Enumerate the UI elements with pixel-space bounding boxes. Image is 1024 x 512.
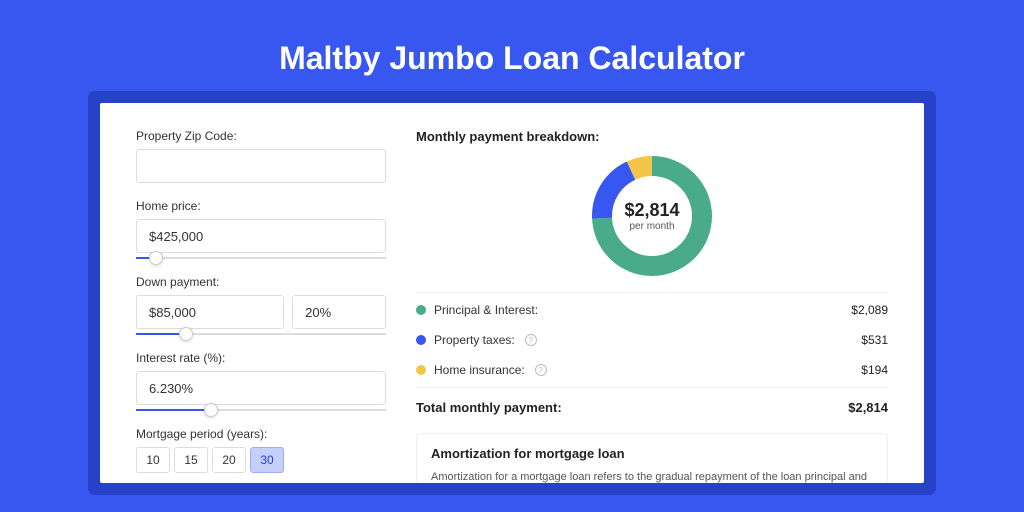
total-value: $2,814 [848,400,888,415]
dot-insurance-icon [416,365,426,375]
interest-rate-slider-thumb[interactable] [204,403,218,417]
legend-value-principal: $2,089 [851,303,888,317]
field-down-payment: Down payment: [136,275,386,329]
mortgage-period-options: 10 15 20 30 [136,447,386,473]
legend-label-insurance: Home insurance: [434,363,525,377]
down-payment-percent-input[interactable] [292,295,386,329]
interest-rate-label: Interest rate (%): [136,351,386,365]
home-price-label: Home price: [136,199,386,213]
period-btn-10[interactable]: 10 [136,447,170,473]
mortgage-period-label: Mortgage period (years): [136,427,386,441]
donut-center: $2,814 per month [590,154,714,278]
field-interest-rate: Interest rate (%): [136,351,386,405]
donut-sub: per month [629,221,674,232]
total-row: Total monthly payment: $2,814 [416,390,888,429]
period-btn-30[interactable]: 30 [250,447,284,473]
field-zip: Property Zip Code: [136,129,386,183]
donut-chart: $2,814 per month [416,154,888,278]
form-panel: Property Zip Code: Home price: Down paym… [136,129,386,483]
down-payment-label: Down payment: [136,275,386,289]
legend-value-insurance: $194 [861,363,888,377]
total-label: Total monthly payment: [416,400,562,415]
legend-label-principal: Principal & Interest: [434,303,538,317]
amortization-card: Amortization for mortgage loan Amortizat… [416,433,888,483]
legend-value-taxes: $531 [861,333,888,347]
field-home-price: Home price: [136,199,386,253]
down-payment-amount-input[interactable] [136,295,284,329]
home-price-input[interactable] [136,219,386,253]
home-price-slider-thumb[interactable] [149,251,163,265]
legend-row-taxes: Property taxes: ? $531 [416,325,888,355]
page-title: Maltby Jumbo Loan Calculator [100,40,924,77]
home-price-slider[interactable] [136,257,386,259]
period-btn-20[interactable]: 20 [212,447,246,473]
down-payment-slider-thumb[interactable] [179,327,193,341]
dot-principal-icon [416,305,426,315]
legend-row-principal: Principal & Interest: $2,089 [416,295,888,325]
calculator-card: Property Zip Code: Home price: Down paym… [100,103,924,483]
divider [416,387,888,388]
amortization-title: Amortization for mortgage loan [431,446,873,461]
legend-row-insurance: Home insurance: ? $194 [416,355,888,385]
zip-input[interactable] [136,149,386,183]
breakdown-title: Monthly payment breakdown: [416,129,888,144]
zip-label: Property Zip Code: [136,129,386,143]
amortization-body: Amortization for a mortgage loan refers … [431,469,873,483]
donut-amount: $2,814 [624,200,679,221]
interest-rate-slider-fill [136,409,211,411]
field-mortgage-period: Mortgage period (years): 10 15 20 30 [136,427,386,473]
divider [416,292,888,293]
interest-rate-input[interactable] [136,371,386,405]
info-taxes-icon[interactable]: ? [525,334,537,346]
info-insurance-icon[interactable]: ? [535,364,547,376]
period-btn-15[interactable]: 15 [174,447,208,473]
dot-taxes-icon [416,335,426,345]
breakdown-panel: Monthly payment breakdown: $2,814 per mo… [416,129,888,483]
legend-label-taxes: Property taxes: [434,333,515,347]
